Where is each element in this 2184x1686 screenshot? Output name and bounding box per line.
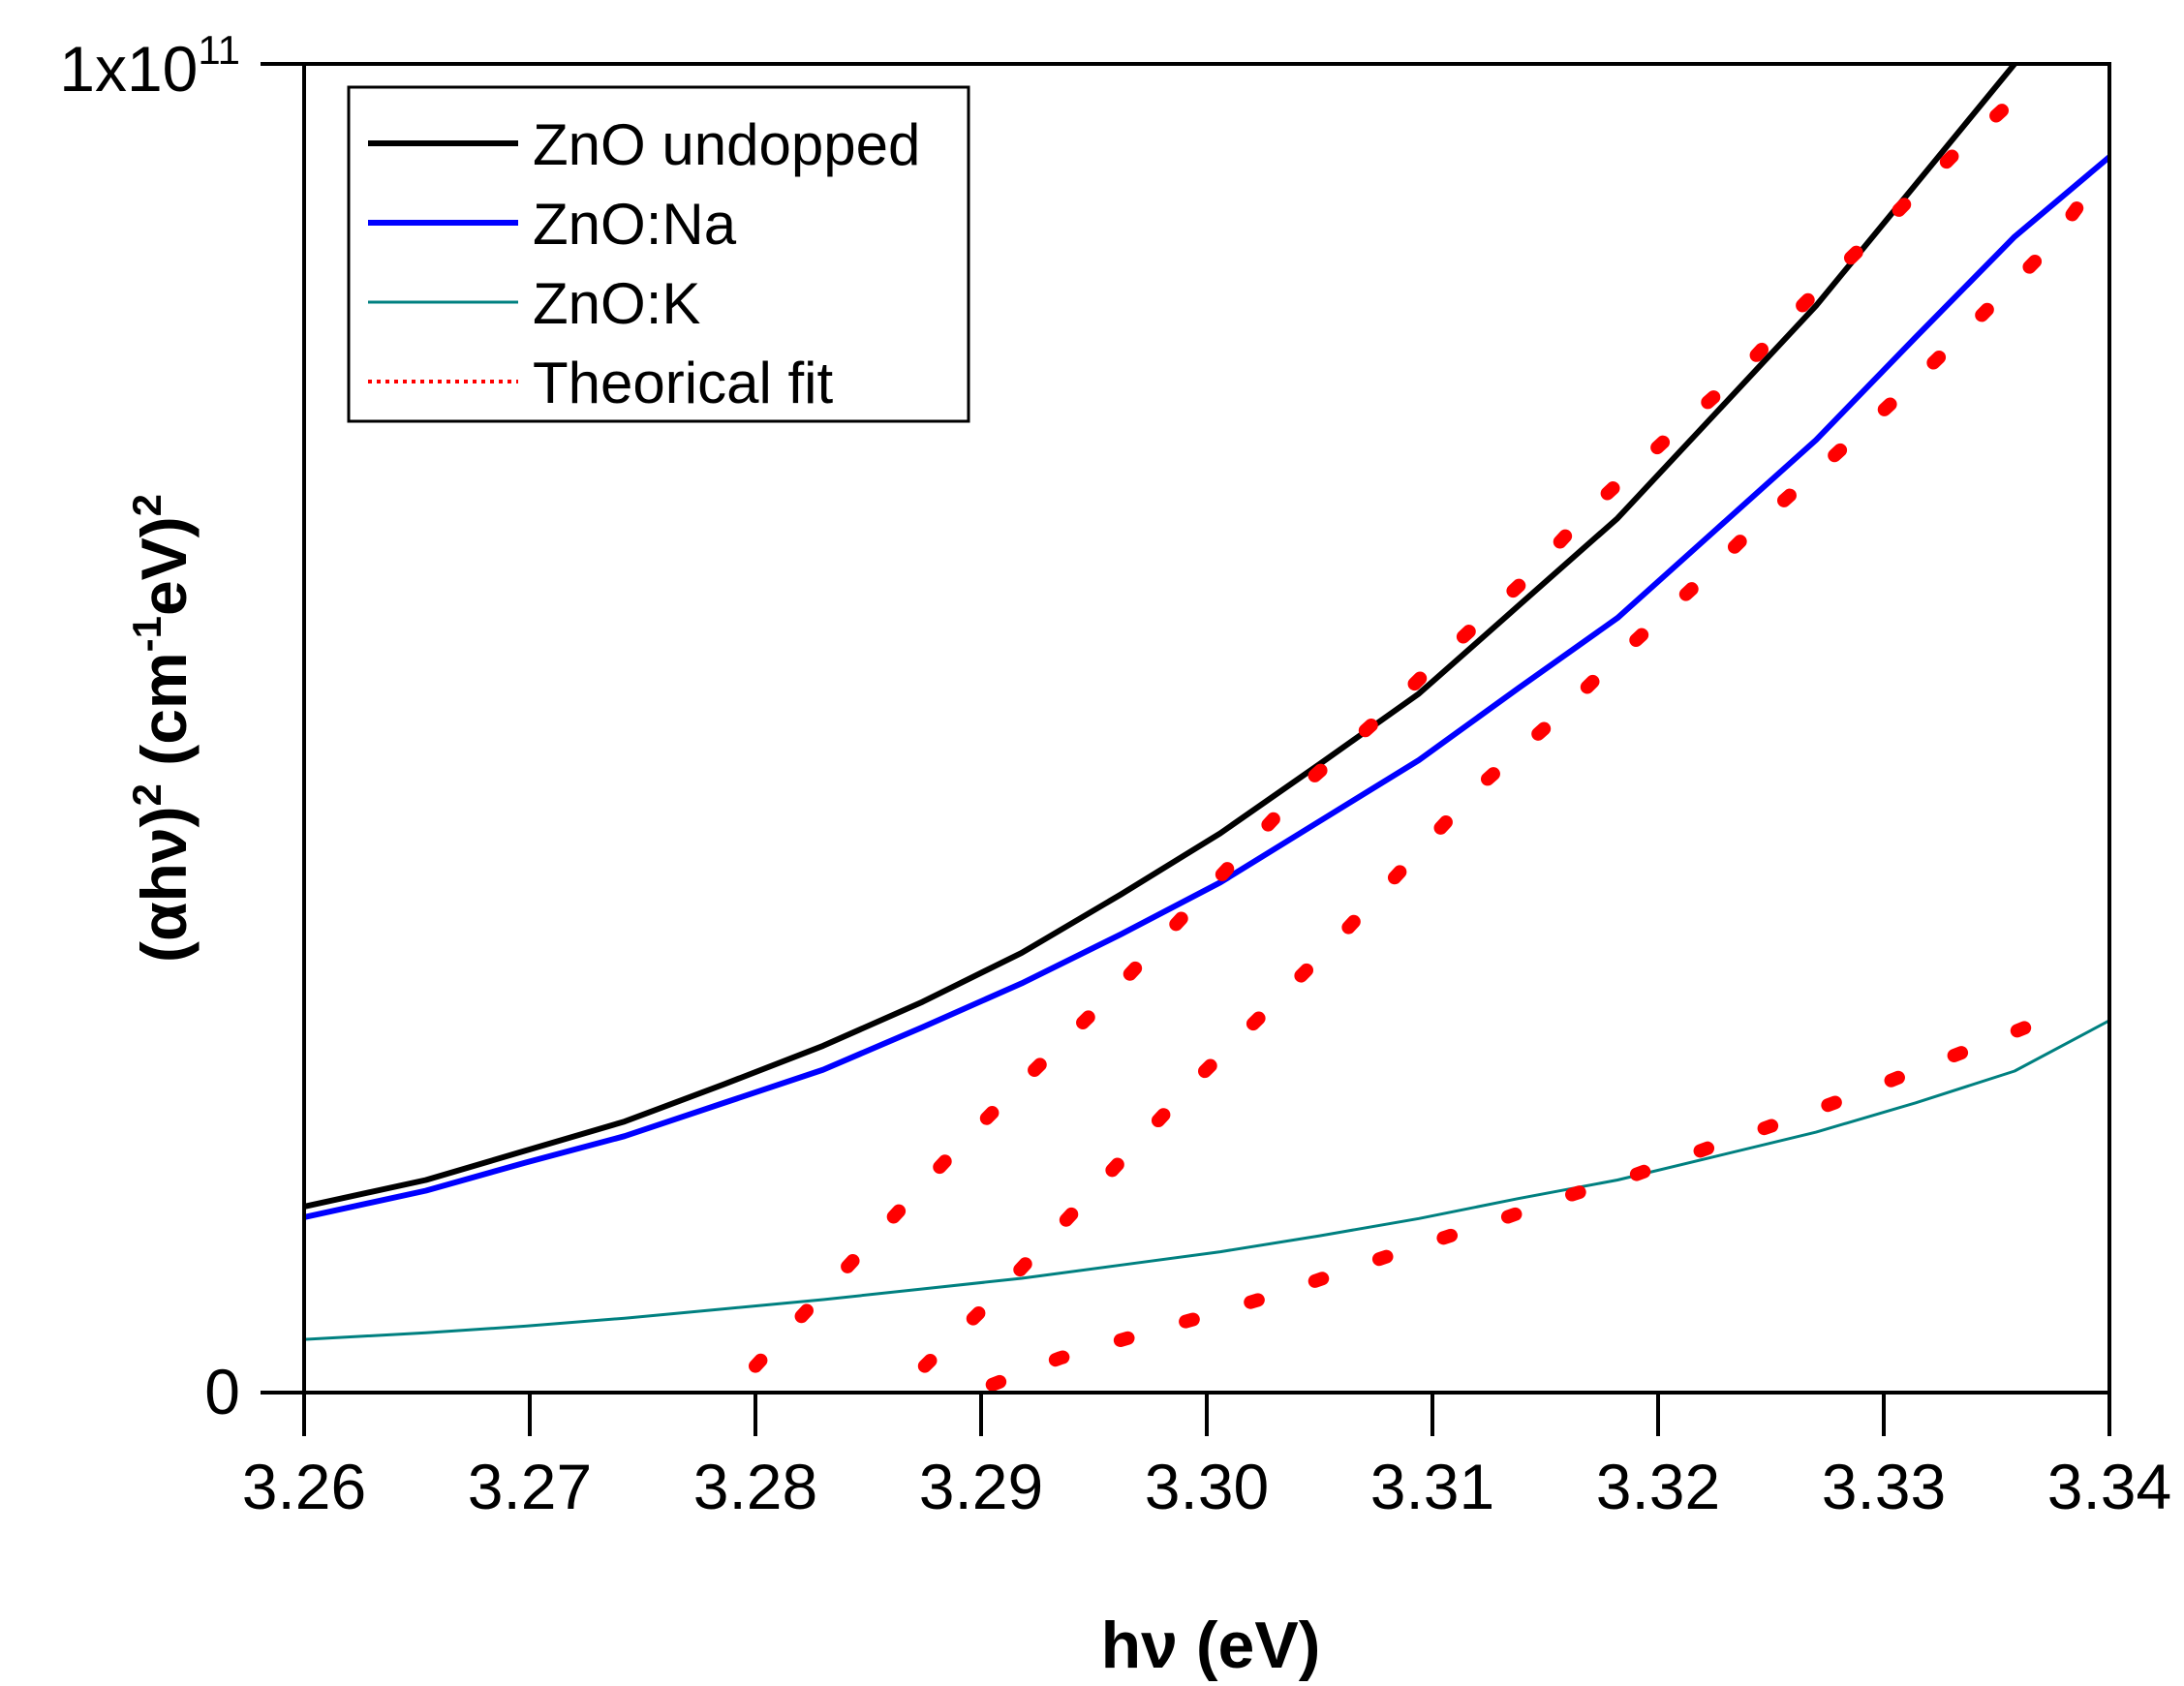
x-tick-label: 3.26 bbox=[242, 1451, 366, 1522]
x-tick-label: 3.30 bbox=[1145, 1451, 1269, 1522]
series-line-zno-na-1 bbox=[304, 154, 2109, 1220]
y-axis-title-sup1: 2 bbox=[124, 783, 169, 806]
series-line-theorical-fit-3 bbox=[749, 83, 2031, 1373]
x-axis-title-main: hν bbox=[1101, 1609, 1196, 1682]
x-tick-label: 3.28 bbox=[693, 1451, 817, 1522]
y-tick-label: 1x1011 bbox=[59, 27, 240, 105]
y-axis-title-mid: (cm bbox=[128, 652, 200, 783]
y-tick-label-base: 0 bbox=[204, 1356, 240, 1427]
y-axis-title-post: eV) bbox=[128, 516, 200, 616]
legend-label-theorical-fit: Theorical fit bbox=[533, 351, 833, 415]
legend-label-zno-undopped: ZnO undopped bbox=[533, 112, 920, 177]
x-tick-label: 3.31 bbox=[1370, 1451, 1494, 1522]
series-line-theorical-fit-4 bbox=[917, 156, 2109, 1373]
x-axis-title-unit: (eV) bbox=[1196, 1609, 1320, 1682]
series-layer bbox=[304, 64, 2109, 1392]
y-axis-title-sup2: -1 bbox=[124, 616, 169, 652]
x-tick-label: 3.34 bbox=[2047, 1451, 2171, 1522]
y-axis-title-pre: (αhν) bbox=[128, 806, 200, 963]
x-tick-label: 3.27 bbox=[468, 1451, 592, 1522]
x-axis-title: hν (eV) bbox=[1101, 1609, 1321, 1682]
x-tick-label: 3.33 bbox=[1822, 1451, 1946, 1522]
x-tick-label: 3.29 bbox=[919, 1451, 1043, 1522]
x-tick-label: 3.32 bbox=[1596, 1451, 1720, 1522]
series-line-zno-k-2 bbox=[304, 1019, 2109, 1341]
series-line-zno-undopped-0 bbox=[304, 64, 2017, 1210]
y-tick-label: 0 bbox=[204, 1356, 240, 1427]
legend-label-zno-na: ZnO:Na bbox=[533, 192, 737, 257]
y-tick-label-exponent: 11 bbox=[198, 27, 240, 73]
y-tick-label-base: 1x10 bbox=[59, 33, 198, 105]
ticks-layer: 3.26 3.27 3.28 3.29 3.30 3.31 3.32 3.33 3.34 0 1x1… bbox=[59, 27, 2171, 1522]
y-axis-title-sup3: 2 bbox=[124, 494, 169, 516]
series-line-theorical-fit-5 bbox=[985, 1002, 2076, 1392]
legend-label-zno-k: ZnO:K bbox=[533, 271, 700, 336]
legend: ZnO undopped ZnO:Na ZnO:K Theorical fit bbox=[347, 85, 970, 423]
legend-items: ZnO undopped ZnO:Na ZnO:K Theorical fit bbox=[368, 112, 920, 415]
y-axis-title: (αhν)2 (cm-1eV)2 bbox=[124, 494, 200, 963]
